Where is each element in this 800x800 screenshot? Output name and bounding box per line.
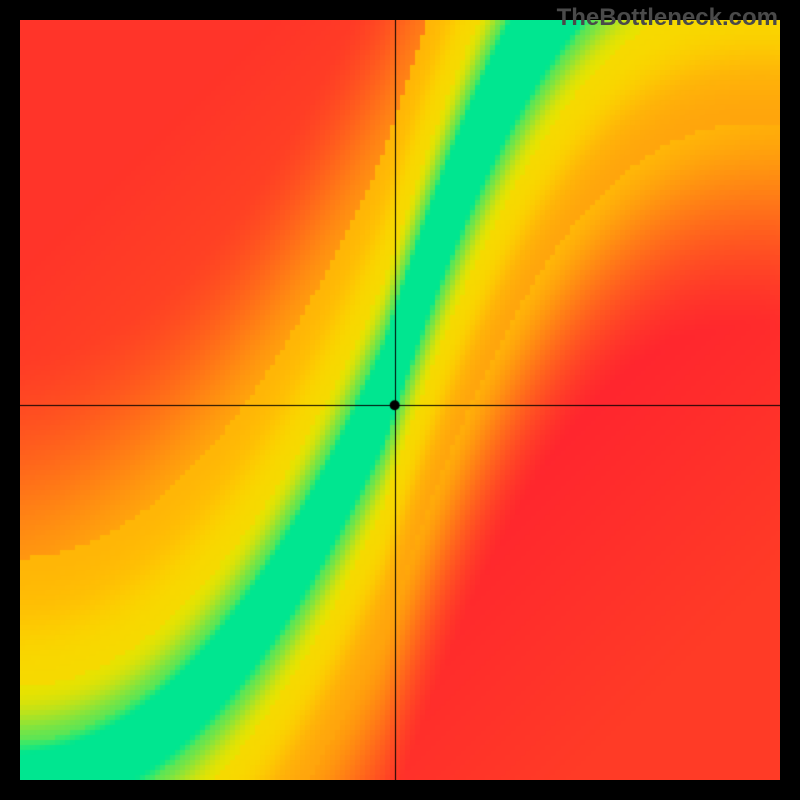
chart-container: TheBottleneck.com [0,0,800,800]
watermark-text: TheBottleneck.com [557,4,778,32]
bottleneck-heatmap [20,20,780,780]
